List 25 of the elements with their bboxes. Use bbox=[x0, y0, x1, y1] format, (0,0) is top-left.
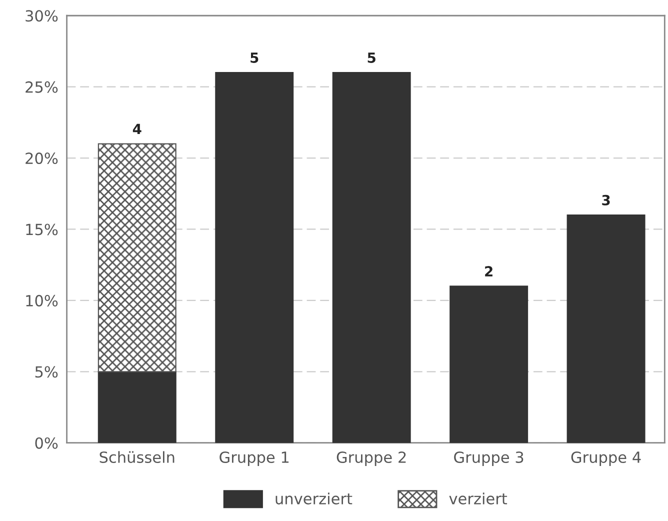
annotation: 5 bbox=[250, 52, 258, 63]
y-tick-label: 0% bbox=[35, 437, 58, 449]
x-tick-label: Schüsseln bbox=[100, 451, 174, 464]
bar bbox=[98, 143, 176, 372]
annotation: 3 bbox=[602, 194, 610, 206]
y-tick-label: 30% bbox=[26, 10, 58, 22]
legend-label: verziert bbox=[449, 492, 508, 504]
y-tick-label: 10% bbox=[26, 294, 58, 306]
annotation: 4 bbox=[132, 124, 142, 134]
y-tick-label: 25% bbox=[26, 81, 58, 93]
annotation: 5 bbox=[368, 52, 376, 63]
y-tick-label: 5% bbox=[35, 366, 58, 378]
annotation: 2 bbox=[485, 266, 492, 276]
bar bbox=[332, 72, 411, 443]
bar bbox=[98, 371, 176, 443]
x-tick-label: Gruppe 1 bbox=[220, 451, 289, 466]
y-tick-label: 20% bbox=[26, 152, 58, 164]
bar bbox=[215, 72, 294, 443]
legend-label: unverziert bbox=[276, 492, 352, 504]
bar bbox=[566, 214, 646, 443]
bar bbox=[450, 286, 528, 443]
x-tick-label: Gruppe 2 bbox=[336, 451, 406, 466]
x-tick-label: Gruppe 3 bbox=[454, 451, 524, 466]
y-tick-label: 15% bbox=[26, 224, 58, 236]
x-tick-label: Gruppe 4 bbox=[571, 451, 641, 466]
